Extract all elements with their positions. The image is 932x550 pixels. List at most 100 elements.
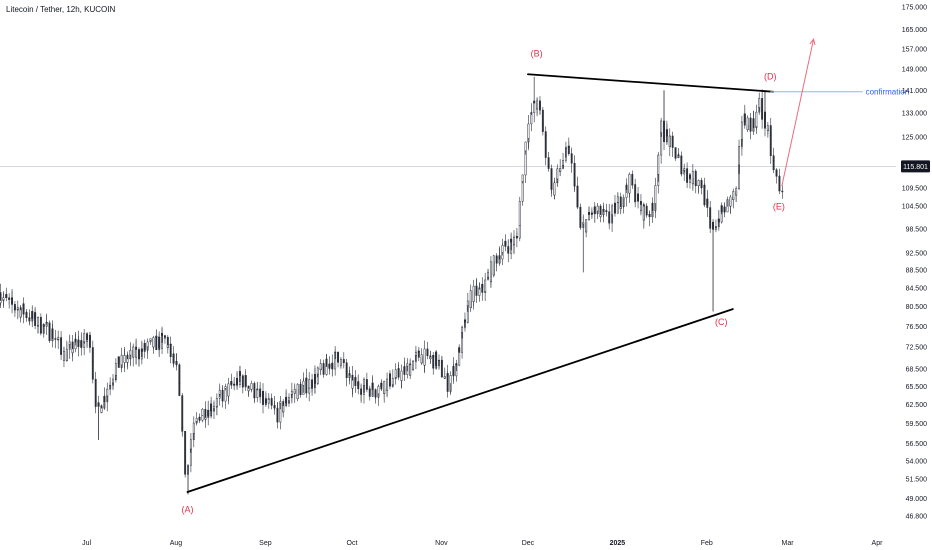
- candle-body: [409, 364, 412, 376]
- candle: [755, 104, 758, 131]
- candle-body: [201, 414, 204, 421]
- candle-body: [279, 401, 282, 404]
- candle: [187, 464, 189, 495]
- candle: [276, 401, 279, 429]
- candle-body: [19, 309, 22, 318]
- candle: [285, 391, 288, 408]
- candle: [746, 115, 749, 131]
- candle: [250, 380, 253, 393]
- candle-body: [726, 199, 729, 201]
- candle: [720, 204, 723, 215]
- candle-body: [544, 135, 547, 158]
- candle: [236, 372, 239, 391]
- candle-body: [533, 100, 536, 104]
- candle: [383, 380, 386, 403]
- candle-body: [204, 417, 207, 420]
- candle-body: [348, 373, 351, 376]
- candle-body: [374, 395, 377, 398]
- candle: [262, 383, 264, 414]
- price-tick: 149.000: [902, 67, 927, 74]
- lower-trendline[interactable]: [186, 308, 734, 493]
- candle-body: [256, 388, 259, 390]
- candle: [8, 297, 11, 305]
- price-tick: 133.000: [902, 110, 927, 117]
- candle-body: [660, 120, 663, 134]
- candle-body: [39, 331, 42, 334]
- candle-body: [65, 348, 68, 361]
- candle-body: [686, 177, 689, 183]
- candle-body: [689, 174, 691, 179]
- candle-body: [775, 172, 778, 177]
- candle: [764, 90, 766, 137]
- candle-body: [772, 160, 775, 171]
- candle: [308, 372, 311, 389]
- time-tick: Sep: [259, 540, 272, 547]
- upper-trendline[interactable]: [527, 73, 775, 93]
- candle-body: [510, 238, 513, 243]
- candle-body: [723, 206, 726, 213]
- candle: [521, 180, 524, 206]
- candle: [51, 320, 54, 341]
- candle: [671, 136, 674, 158]
- candle-body: [645, 212, 648, 216]
- wave-label: (D): [764, 72, 777, 82]
- candle: [585, 219, 588, 234]
- price-tick: 109.500: [902, 185, 927, 192]
- candle-body: [213, 406, 215, 409]
- candle-body: [614, 202, 616, 214]
- time-tick: Jul: [82, 540, 91, 547]
- candle-body: [766, 125, 769, 132]
- candle: [599, 207, 602, 218]
- candle-body: [440, 362, 443, 378]
- candle: [668, 128, 671, 149]
- candle-body: [573, 162, 576, 186]
- candle: [88, 332, 91, 353]
- candle: [195, 412, 198, 426]
- candle: [530, 103, 533, 116]
- price-tick: 115.801: [903, 164, 928, 171]
- candle: [394, 363, 397, 385]
- candle: [25, 308, 28, 322]
- candle: [631, 177, 634, 189]
- candle: [501, 238, 504, 256]
- candle-body: [691, 170, 694, 185]
- candle: [16, 300, 19, 318]
- candle: [596, 205, 599, 219]
- candle-body: [740, 121, 743, 140]
- candle-body: [521, 181, 524, 202]
- candle: [435, 351, 438, 370]
- candle: [619, 202, 622, 213]
- candle: [322, 359, 325, 378]
- candle: [689, 173, 691, 180]
- candle: [215, 393, 218, 416]
- candle: [527, 114, 530, 148]
- candle-body: [738, 146, 740, 166]
- price-tick: 141.000: [902, 88, 927, 95]
- candle-body: [484, 279, 487, 293]
- candle: [22, 297, 25, 324]
- candle: [63, 346, 65, 361]
- candle-body: [5, 294, 8, 298]
- candle-body: [769, 135, 772, 157]
- candle-body: [573, 185, 576, 187]
- candle: [126, 353, 129, 370]
- candle: [290, 382, 293, 404]
- candle: [68, 334, 71, 349]
- price-tick: 46.800: [906, 514, 928, 521]
- projection-arrow[interactable]: [781, 39, 815, 187]
- candle-body: [556, 168, 559, 180]
- candle-body: [97, 402, 100, 406]
- candle: [738, 139, 740, 174]
- candle: [625, 183, 628, 194]
- candle: [365, 388, 368, 393]
- candle: [371, 377, 374, 396]
- candle-body: [71, 348, 74, 354]
- candle: [740, 115, 743, 150]
- candle: [775, 171, 778, 184]
- candle: [120, 347, 123, 373]
- candle: [184, 459, 187, 478]
- current-price-badge: [901, 160, 930, 173]
- candle-body: [489, 261, 492, 283]
- candle-body: [435, 351, 438, 366]
